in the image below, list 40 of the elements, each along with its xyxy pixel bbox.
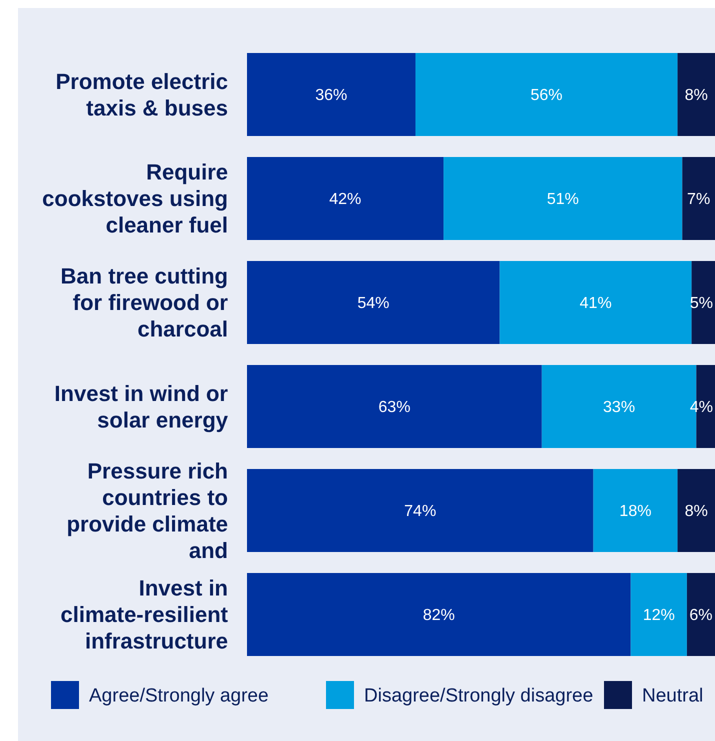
y-tick-label: Pressure rich countries to provide climate and [66,458,228,563]
data-label: 74% [404,503,436,520]
data-label: 42% [329,191,362,208]
legend-label: Neutral [642,686,704,707]
data-label: 8% [684,87,708,104]
bar [247,53,416,136]
data-label: 41% [580,295,612,312]
data-label: 56% [530,87,563,104]
bar [593,469,678,552]
data-label: 33% [603,399,636,416]
legend-label: Agree/Strongly agree [89,686,269,707]
data-label: 12% [642,607,675,624]
bar [247,469,594,552]
bar [247,157,444,240]
bar [682,157,715,240]
bar [415,53,678,136]
data-label: 54% [357,295,390,312]
bar [686,573,715,656]
data-label: 36% [315,87,348,104]
data-label: 8% [684,503,708,520]
y-tick-label: Promote electric taxis & buses [56,68,228,120]
data-label: 7% [687,191,710,208]
bar [247,261,500,344]
data-label: 6% [689,607,713,624]
data-label: 63% [378,399,410,416]
legend-label: Disagree/Strongly disagree [364,686,594,707]
data-label: 51% [546,191,579,208]
data-label: 18% [619,503,652,520]
data-label: 82% [422,607,455,624]
bar [247,365,542,448]
bar [500,261,692,344]
y-tick-label: Ban tree cutting for firewood or charcoal [60,264,228,342]
bar [444,157,682,240]
bar [247,573,631,656]
bar [630,573,687,656]
y-tick-label: Require cookstoves using cleaner fuel [42,160,228,238]
y-tick-label: Invest in climate-resilient infrastructure [60,576,229,654]
y-tick-label: Invest in wind or solar energy [54,380,229,432]
bar [678,469,715,552]
bar [678,53,715,136]
